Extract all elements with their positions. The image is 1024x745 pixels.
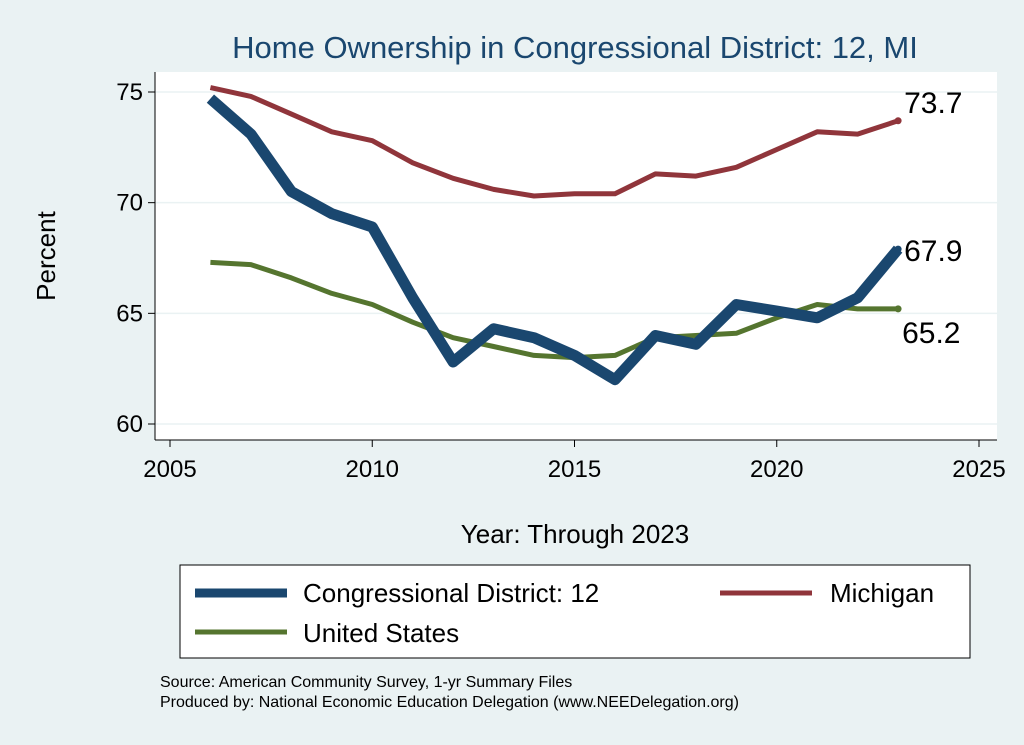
legend: Congressional District: 12 Michigan Unit… — [179, 564, 971, 659]
legend-label-us: United States — [303, 618, 459, 648]
y-axis-label: Percent — [31, 210, 61, 300]
gridlines — [155, 91, 997, 425]
series-end-point-2 — [894, 305, 902, 313]
y-tick-label: 65 — [116, 300, 143, 327]
end-label-2: 65.2 — [902, 317, 960, 350]
legend-label-michigan: Michigan — [830, 578, 934, 608]
x-tick-label: 2025 — [952, 456, 1005, 483]
series-line-1 — [209, 85, 899, 199]
y-tick-label: 70 — [116, 190, 143, 217]
y-tick-label: 60 — [116, 411, 143, 438]
series-line-0 — [206, 94, 903, 386]
source-note: Source: American Community Survey, 1-yr … — [160, 674, 572, 691]
x-tick-label: 2015 — [548, 456, 601, 483]
end-label-0: 67.9 — [904, 235, 962, 268]
x-tick-label: 2020 — [750, 456, 803, 483]
y-tick-label: 75 — [116, 79, 143, 106]
x-tick-label: 2005 — [143, 456, 196, 483]
series-end-point-1 — [894, 117, 902, 125]
x-axis-label: Year: Through 2023 — [461, 519, 689, 549]
axes: 60 65 70 75 2005 2010 2015 2020 2025 — [116, 72, 1006, 483]
producer-note: Produced by: National Economic Education… — [160, 694, 739, 711]
legend-label-district: Congressional District: 12 — [303, 578, 599, 608]
end-label-1: 73.7 — [904, 87, 962, 120]
end-labels: 67.9 73.7 65.2 — [902, 87, 962, 350]
legend-box — [179, 564, 971, 659]
x-tick-label: 2010 — [346, 456, 399, 483]
series-lines — [206, 85, 903, 386]
series-end-point-0 — [894, 245, 902, 253]
chart-title: Home Ownership in Congressional District… — [232, 30, 918, 65]
